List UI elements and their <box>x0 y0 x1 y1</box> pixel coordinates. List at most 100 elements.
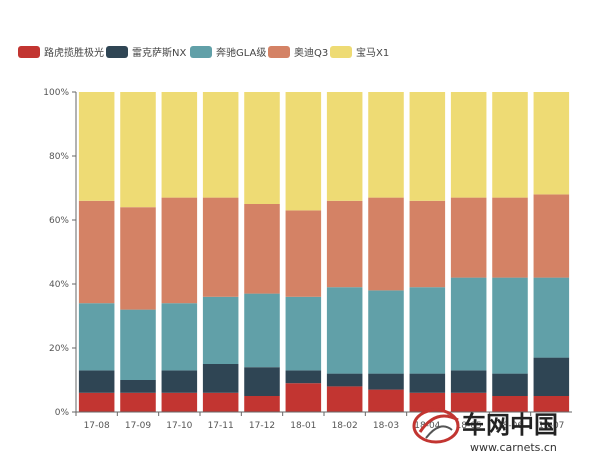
bar-segment <box>492 277 528 374</box>
bar-segment <box>368 92 404 198</box>
y-tick-label: 60% <box>49 216 69 226</box>
bar-segment <box>533 396 570 412</box>
brand-logo-icon <box>412 408 460 444</box>
x-tick-label: 17-08 <box>84 421 110 431</box>
bar-segment <box>368 290 404 374</box>
legend-item[interactable]: 宝马X1 <box>330 46 389 59</box>
bar-segment <box>368 373 404 390</box>
bar-segment <box>120 92 156 208</box>
bar-segment <box>450 197 487 278</box>
y-tick-label: 100% <box>43 88 69 98</box>
legend-label: 奥迪Q3 <box>294 46 328 59</box>
legend-item[interactable]: 奥迪Q3 <box>268 46 328 59</box>
x-axis: 17-08 17-09 17-10 17-11 17-12 18-01 18-02 18-03… <box>75 411 572 431</box>
x-tick-label: 18-07 <box>538 421 564 431</box>
bar-segment <box>120 207 156 310</box>
y-tick-label: 0% <box>55 408 70 418</box>
watermark-brand-text: 车网中国 <box>462 411 558 439</box>
bar-segment <box>78 92 115 201</box>
bar-segment <box>78 200 115 304</box>
legend: 路虎揽胜极光 雷克萨斯NX 奔驰GLA级 奥迪Q3 宝马X1 <box>18 46 389 59</box>
bar-segment <box>244 367 280 396</box>
watermark-url-text: www.carnets.cn <box>470 441 557 454</box>
bar-segment <box>450 392 487 412</box>
legend-label: 宝马X1 <box>356 46 389 59</box>
bar-segment <box>533 194 570 278</box>
legend-swatch <box>18 46 40 58</box>
x-tick-label: 18-01 <box>290 421 316 431</box>
legend-label: 路虎揽胜极光 <box>44 46 104 59</box>
legend-item[interactable]: 路虎揽胜极光 <box>18 46 104 59</box>
bar-segment <box>78 370 115 393</box>
x-tick-label: 18-05 <box>456 421 482 431</box>
bar-segment <box>450 370 487 393</box>
bar-segment <box>285 210 322 297</box>
y-tick-label: 80% <box>49 152 69 162</box>
bars <box>78 92 570 412</box>
bar-segment <box>161 392 198 412</box>
bar-segment <box>120 380 156 393</box>
bar-segment <box>244 293 280 368</box>
bar-segment <box>533 357 570 396</box>
bar-segment <box>492 197 528 278</box>
bar-segment <box>533 277 570 358</box>
x-tick-label: 18-02 <box>332 421 358 431</box>
bar-segment <box>409 287 446 374</box>
x-tick-label: 17-09 <box>125 421 151 431</box>
bar-segment <box>285 383 322 412</box>
bar-segment <box>161 370 198 393</box>
x-tick-label: 18-04 <box>414 421 440 431</box>
bar-segment <box>78 303 115 371</box>
bar-segment <box>326 287 363 374</box>
bar-segment <box>285 92 322 211</box>
bar-segment <box>409 392 446 412</box>
bar-segment <box>244 92 280 204</box>
bar-segment <box>533 92 570 195</box>
legend-item[interactable]: 雷克萨斯NX <box>106 46 186 59</box>
bar-segment <box>161 92 198 198</box>
x-tick-label: 17-10 <box>166 421 192 431</box>
bar-segment <box>120 309 156 380</box>
bar-segment <box>450 92 487 198</box>
x-tick-label: 18-03 <box>373 421 399 431</box>
bar-segment <box>326 373 363 387</box>
legend-label: 奔驰GLA级 <box>216 46 266 59</box>
y-axis: 0% 20% 40% 60% 80% 100% <box>43 88 77 418</box>
bar-segment <box>161 303 198 371</box>
legend-swatch <box>268 46 290 58</box>
legend-swatch <box>190 46 212 58</box>
x-tick-label: 17-11 <box>208 421 234 431</box>
y-tick-label: 40% <box>49 280 69 290</box>
bar-segment <box>202 197 239 297</box>
legend-label: 雷克萨斯NX <box>132 46 186 59</box>
bar-segment <box>285 370 322 384</box>
x-tick-label: 17-12 <box>249 421 275 431</box>
bar-segment <box>120 392 156 412</box>
bar-segment <box>78 392 115 412</box>
bar-segment <box>409 92 446 201</box>
bar-segment <box>409 200 446 288</box>
bar-segment <box>202 364 239 393</box>
bar-segment <box>244 396 280 412</box>
bar-segment <box>409 373 446 393</box>
legend-swatch <box>330 46 352 58</box>
bar-segment <box>326 386 363 412</box>
bar-segment <box>202 92 239 198</box>
bar-segment <box>492 92 528 198</box>
bar-segment <box>285 296 322 371</box>
bar-segment <box>492 373 528 396</box>
bar-segment <box>368 197 404 291</box>
bar-segment <box>326 200 363 288</box>
bar-segment <box>450 277 487 371</box>
bar-segment <box>202 392 239 412</box>
bar-segment <box>161 197 198 304</box>
legend-swatch <box>106 46 128 58</box>
bar-segment <box>492 396 528 412</box>
x-tick-label: 18-06 <box>497 421 523 431</box>
watermark: 车网中国 www.carnets.cn <box>412 408 558 454</box>
y-tick-label: 20% <box>49 344 69 354</box>
legend-item[interactable]: 奔驰GLA级 <box>190 46 266 59</box>
bar-segment <box>202 296 239 364</box>
bar-segment <box>326 92 363 201</box>
bar-segment <box>244 204 280 294</box>
